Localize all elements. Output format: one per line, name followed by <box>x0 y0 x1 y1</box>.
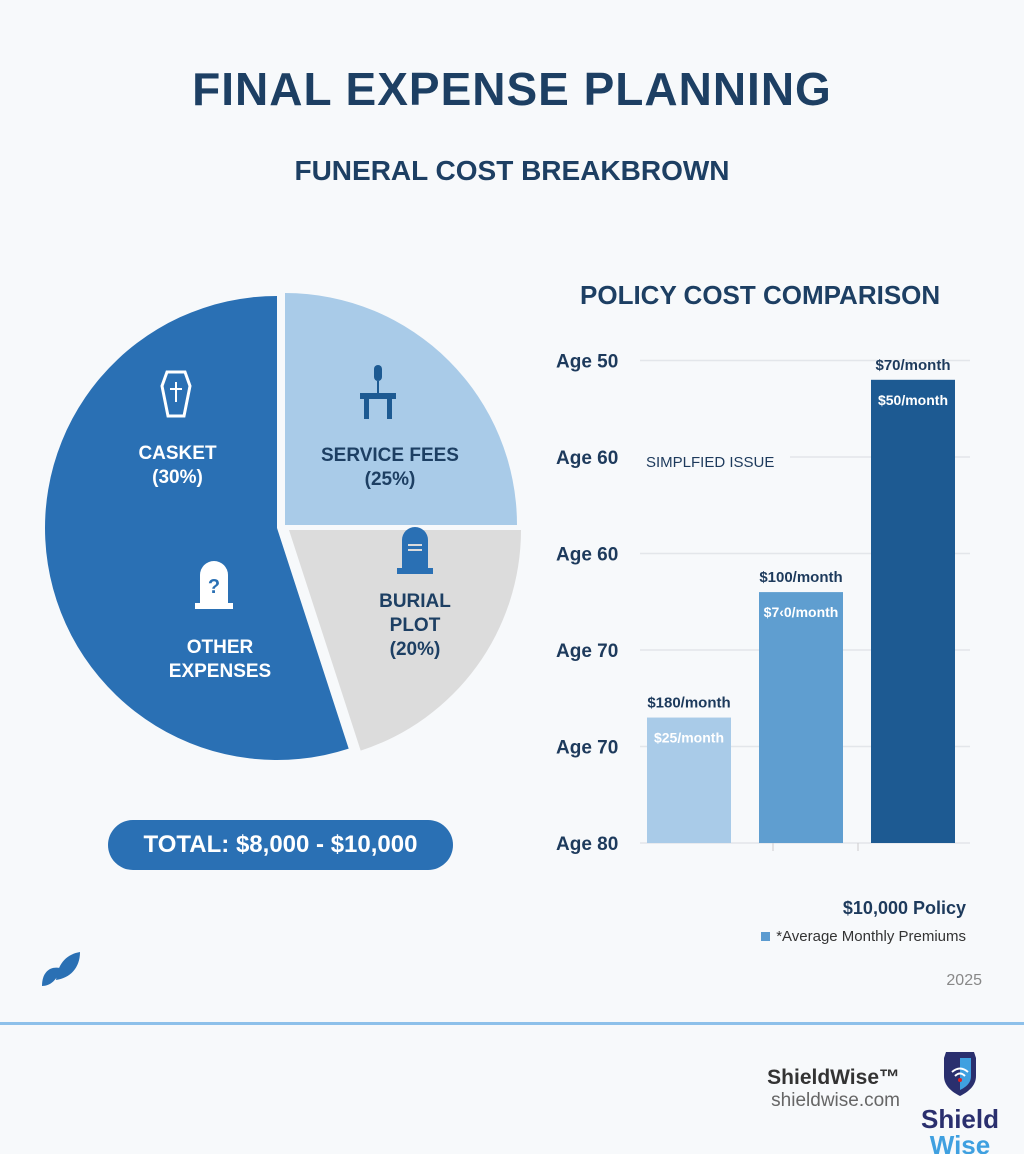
bar <box>647 717 731 843</box>
bar-chart-title: POLICY COST COMPARISON <box>580 280 941 310</box>
pct: (20%) <box>389 639 441 660</box>
slice-label-service: SERVICE FEES (25%) <box>310 444 470 492</box>
y-tick-label: Age 60 <box>556 545 618 566</box>
page-subtitle: FUNERAL COST BREAKBROWN <box>294 155 730 186</box>
bar-chart: Age 80 Age 70 Age 70 Age 60 Age 60 Age 50 SIMP… <box>540 340 990 865</box>
shieldwise-logo: Shield Wise <box>921 1052 999 1154</box>
bar-inner-label: $50/month <box>878 392 948 408</box>
label: SERVICE FEES <box>321 445 459 466</box>
label: BURIAL PLOT <box>379 591 451 636</box>
bar <box>871 379 955 843</box>
brand-block: ShieldWise™ shieldwise.com <box>767 1066 900 1112</box>
page-title: FINAL EXPENSE PLANNING <box>192 63 832 115</box>
coffin-icon <box>160 370 192 418</box>
annotation: SIMPLFIED ISSUE <box>646 454 774 471</box>
label: OTHER EXPENSES <box>168 637 272 682</box>
y-tick-label: Age 60 <box>556 448 618 469</box>
bar-inner-label: $7‹0/month <box>764 604 839 620</box>
brand-name: ShieldWise™ <box>767 1066 900 1089</box>
svg-text:Wise: Wise <box>930 1130 990 1154</box>
brand-url: shieldwise.com <box>771 1090 900 1111</box>
pie-chart: ? CASKET (30%) OTHER EXPENSES SERVICE FEE… <box>0 280 540 780</box>
y-tick-label: Age 80 <box>556 834 618 855</box>
year: 2025 <box>946 972 982 989</box>
y-tick-label: Age 70 <box>556 738 618 759</box>
bar-top-label: $100/month <box>759 569 842 586</box>
pie-slice-casket-other <box>44 296 349 760</box>
svg-text:Shield: Shield <box>921 1104 999 1134</box>
pie-slice-burial-plot <box>289 530 521 751</box>
bar-inner-label: $25/month <box>654 730 724 746</box>
pct: (30%) <box>152 467 203 488</box>
label: CASKET <box>138 443 217 464</box>
total-cost-badge: TOTAL: $8,000 - $10,000 <box>108 820 453 870</box>
bar-top-label: $180/month <box>647 695 730 712</box>
divider <box>0 1022 1024 1025</box>
question-tombstone-icon: ? <box>195 561 233 609</box>
slice-label-burial: BURIAL PLOT (20%) <box>370 590 460 662</box>
legend-swatch <box>761 932 771 941</box>
bar-top-label: $70/month <box>875 357 950 374</box>
leaf-icon <box>42 952 80 986</box>
svg-text:?: ? <box>208 576 220 598</box>
legend-text: *Average Monthly Premiums <box>776 928 966 945</box>
bar <box>759 592 843 843</box>
annotation-bg <box>640 444 790 474</box>
podium-microphone-icon <box>360 365 396 419</box>
pie-slice-service-fees <box>285 293 517 525</box>
legend: *Average Monthly Premiums <box>761 928 966 945</box>
tombstone-icon <box>397 527 433 574</box>
pct: (25%) <box>364 469 416 490</box>
y-tick-label: Age 70 <box>556 641 618 662</box>
slice-label-casket: CASKET (30%) <box>120 442 235 490</box>
y-tick-label: Age 50 <box>556 352 618 373</box>
slice-label-other: OTHER EXPENSES <box>140 636 300 684</box>
x-axis-label: $10,000 Policy <box>842 898 966 918</box>
